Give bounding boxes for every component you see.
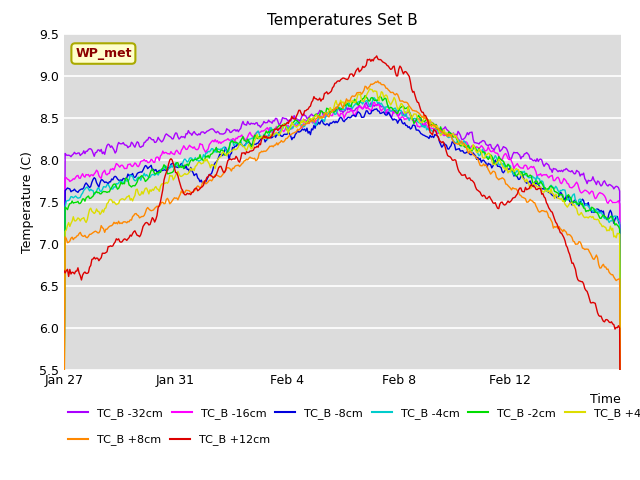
TC_B +8cm (399, 99, 407, 105)
TC_B -8cm (470, 152, 478, 157)
TC_B +12cm (399, 71, 407, 77)
TC_B -4cm (470, 145, 478, 151)
TC_B -2cm (60, 409, 68, 415)
TC_B -8cm (295, 129, 303, 135)
TC_B +12cm (470, 180, 478, 186)
TC_B +4cm (567, 200, 575, 206)
Text: Time: Time (590, 393, 621, 406)
TC_B -8cm (399, 121, 407, 127)
TC_B +4cm (373, 89, 381, 95)
Line: TC_B -4cm: TC_B -4cm (64, 98, 621, 427)
TC_B +4cm (366, 86, 374, 92)
TC_B -4cm (399, 112, 407, 118)
TC_B +8cm (374, 78, 381, 84)
TC_B -8cm (234, 142, 241, 147)
TC_B -8cm (372, 107, 380, 112)
TC_B +12cm (60, 268, 68, 274)
Legend: TC_B +8cm, TC_B +12cm: TC_B +8cm, TC_B +12cm (64, 430, 275, 450)
TC_B -4cm (567, 197, 575, 203)
TC_B +8cm (567, 233, 575, 239)
TC_B -32cm (234, 127, 241, 132)
TC_B -4cm (371, 95, 378, 101)
TC_B -16cm (234, 136, 241, 142)
TC_B -16cm (567, 185, 575, 191)
Line: TC_B +4cm: TC_B +4cm (64, 89, 621, 434)
TC_B -2cm (567, 195, 575, 201)
TC_B -16cm (470, 144, 478, 150)
TC_B -4cm (617, 424, 625, 430)
TC_B +4cm (60, 428, 68, 434)
TC_B -16cm (371, 99, 378, 105)
Line: TC_B -32cm: TC_B -32cm (64, 103, 621, 404)
TC_B -32cm (470, 140, 478, 145)
TC_B +8cm (470, 153, 478, 158)
TC_B -32cm (60, 376, 68, 382)
TC_B -8cm (617, 426, 625, 432)
TC_B -2cm (373, 97, 381, 103)
TC_B -4cm (373, 98, 381, 104)
TC_B -2cm (617, 428, 625, 433)
TC_B -2cm (361, 93, 369, 98)
TC_B -2cm (234, 140, 241, 146)
TC_B -2cm (295, 120, 303, 125)
TC_B +8cm (295, 127, 303, 133)
TC_B -16cm (373, 103, 381, 108)
TC_B +8cm (617, 460, 625, 466)
TC_B -32cm (362, 100, 370, 106)
TC_B -4cm (295, 121, 303, 127)
Title: Temperatures Set B: Temperatures Set B (267, 13, 418, 28)
TC_B -16cm (399, 115, 407, 120)
TC_B -32cm (373, 103, 381, 108)
TC_B +4cm (470, 144, 478, 150)
Line: TC_B +12cm: TC_B +12cm (64, 56, 621, 480)
Line: TC_B +8cm: TC_B +8cm (64, 81, 621, 463)
TC_B +4cm (234, 146, 241, 152)
TC_B +12cm (234, 155, 241, 161)
TC_B -4cm (234, 141, 241, 146)
TC_B -2cm (470, 144, 478, 149)
TC_B +12cm (373, 53, 381, 59)
Y-axis label: Temperature (C): Temperature (C) (20, 151, 33, 252)
Line: TC_B -2cm: TC_B -2cm (64, 96, 621, 431)
TC_B +4cm (617, 431, 625, 437)
Line: TC_B -16cm: TC_B -16cm (64, 102, 621, 414)
TC_B -16cm (295, 120, 303, 126)
TC_B -2cm (399, 103, 407, 109)
TC_B -32cm (295, 117, 303, 122)
TC_B -32cm (567, 169, 575, 175)
TC_B +8cm (234, 163, 241, 168)
Line: TC_B -8cm: TC_B -8cm (64, 109, 621, 429)
TC_B -32cm (617, 401, 625, 407)
TC_B +4cm (399, 105, 407, 111)
TC_B +8cm (60, 431, 68, 436)
TC_B -8cm (60, 402, 68, 408)
TC_B -16cm (617, 411, 625, 417)
TC_B +12cm (295, 108, 303, 113)
TC_B -8cm (567, 200, 575, 206)
TC_B -4cm (60, 415, 68, 420)
TC_B +12cm (567, 256, 575, 262)
TC_B +8cm (372, 79, 380, 85)
TC_B -32cm (399, 112, 407, 118)
TC_B -16cm (60, 392, 68, 397)
TC_B -8cm (373, 106, 381, 112)
TC_B +4cm (295, 122, 303, 128)
TC_B +12cm (372, 55, 380, 60)
Text: WP_met: WP_met (75, 47, 132, 60)
